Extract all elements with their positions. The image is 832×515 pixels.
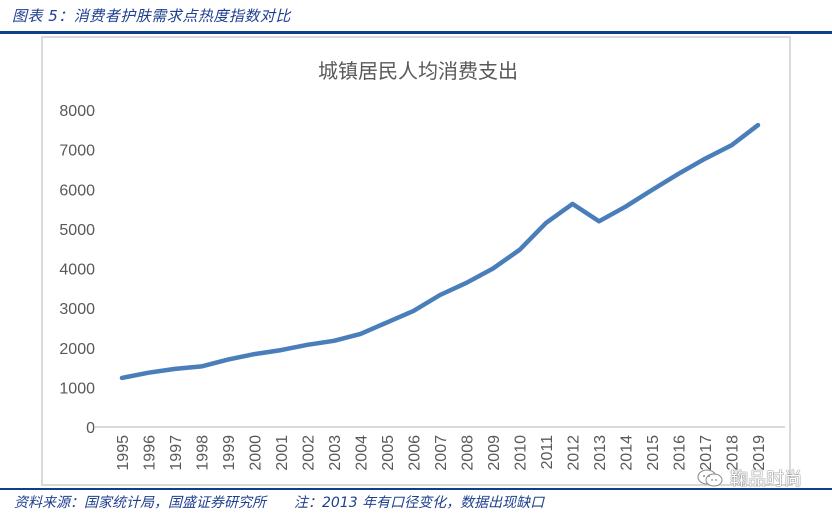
note-text: 注：2013 年有口径变化，数据出现缺口	[294, 495, 545, 511]
x-tick-label: 2003	[327, 435, 344, 471]
source-note: 资料来源：国家统计局，国盛证券研究所 注：2013 年有口径变化，数据出现缺口	[14, 492, 544, 512]
x-tick-label: 1996	[142, 435, 159, 471]
x-tick-label: 2018	[725, 435, 742, 471]
bottom-rule-divider	[0, 488, 832, 490]
x-tick-label: 1999	[221, 435, 238, 471]
x-tick-label: 2004	[354, 435, 371, 471]
x-tick-label: 2017	[698, 435, 715, 471]
figure-caption: 图表 5：消费者护肤需求点热度指数对比	[12, 7, 291, 25]
y-tick-label: 7000	[59, 143, 95, 160]
y-tick-label: 4000	[59, 262, 95, 279]
line-chart: 城镇居民人均消费支出 0 1000 2000 3000 4000 5000 6000 7000…	[59, 59, 785, 471]
watermark: 鞠品时尚	[696, 467, 802, 490]
x-tick-label: 2001	[274, 435, 291, 471]
x-tick-label: 1995	[115, 435, 132, 471]
x-tick-label: 2011	[539, 435, 556, 470]
x-tick-label: 2007	[433, 435, 450, 471]
x-tick-label: 2015	[645, 435, 662, 471]
x-tick-label: 1997	[168, 435, 185, 471]
x-tick-label: 2016	[672, 435, 689, 471]
x-tick-label: 2002	[301, 435, 318, 471]
x-tick-label: 2019	[751, 435, 768, 471]
x-tick-label: 2008	[460, 435, 477, 471]
y-tick-label: 8000	[59, 103, 95, 120]
watermark-text: 鞠品时尚	[730, 469, 802, 490]
y-tick-label: 1000	[59, 380, 95, 397]
x-tick-label: 2012	[566, 435, 583, 471]
x-tick-label: 2009	[486, 435, 503, 471]
y-axis: 0 1000 2000 3000 4000 5000 6000 7000 8000	[59, 103, 95, 437]
y-tick-label: 5000	[59, 222, 95, 239]
source-text: 资料来源：国家统计局，国盛证券研究所	[14, 495, 266, 511]
x-tick-label: 2010	[513, 435, 530, 471]
y-tick-label: 3000	[59, 301, 95, 318]
x-tick-label: 2013	[592, 435, 609, 471]
x-axis: 1995 1996 1997 1998 1999 2000 2001 2002 2003 2004…	[115, 435, 768, 471]
x-tick-label: 2006	[407, 435, 424, 471]
x-tick-label: 1998	[195, 435, 212, 471]
wechat-icon	[697, 469, 723, 487]
x-tick-label: 2014	[619, 435, 636, 471]
chart-area: 城镇居民人均消费支出 0 1000 2000 3000 4000 5000 6000 7000…	[41, 36, 791, 484]
y-tick-label: 0	[86, 420, 95, 437]
x-tick-label: 2005	[380, 435, 397, 471]
series-line	[119, 122, 761, 381]
top-rule-divider	[0, 31, 832, 34]
chart-frame-bottom-border	[41, 484, 793, 486]
x-tick-label: 2000	[248, 435, 265, 471]
y-tick-label: 2000	[59, 341, 95, 358]
chart-title: 城镇居民人均消费支出	[318, 59, 518, 83]
y-tick-label: 6000	[59, 182, 95, 199]
